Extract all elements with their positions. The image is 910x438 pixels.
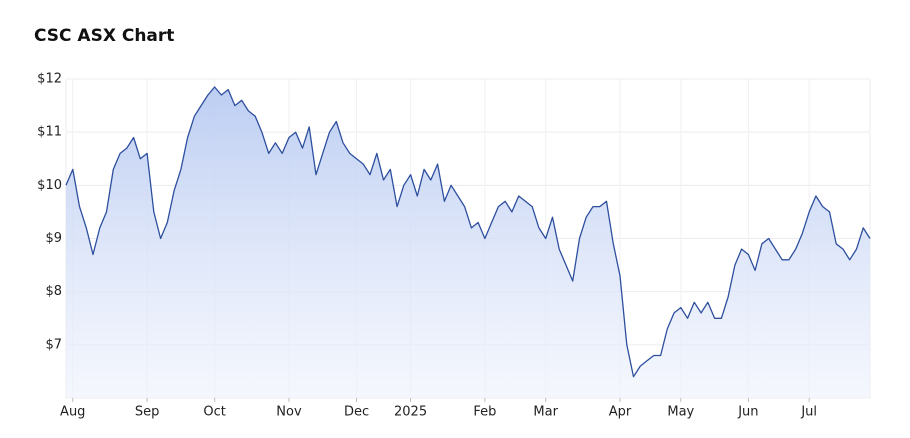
chart-title: CSC ASX Chart xyxy=(34,26,174,46)
y-tick-label: $12 xyxy=(37,72,62,87)
x-tick-label: Mar xyxy=(533,405,558,420)
x-tick-label: Aug xyxy=(60,405,85,420)
y-tick-label: $9 xyxy=(45,231,62,246)
x-tick-label: Apr xyxy=(609,405,632,420)
y-tick-label: $8 xyxy=(45,284,62,299)
x-tick-label: May xyxy=(667,405,694,420)
x-tick-label: Jul xyxy=(800,405,817,420)
x-tick-label: Jun xyxy=(737,405,758,420)
price-line xyxy=(65,86,871,378)
y-tick-label: $10 xyxy=(37,178,62,193)
area-fill xyxy=(66,87,870,398)
y-tick-label: $7 xyxy=(45,337,62,352)
x-tick-label: Nov xyxy=(276,405,302,420)
x-tick-label: Sep xyxy=(135,405,160,420)
y-tick-label: $11 xyxy=(37,125,62,140)
x-tick-label: Dec xyxy=(344,405,369,420)
x-tick-label: Oct xyxy=(203,405,225,420)
x-tick-label: 2025 xyxy=(394,405,427,420)
x-tick-label: Feb xyxy=(473,405,496,420)
